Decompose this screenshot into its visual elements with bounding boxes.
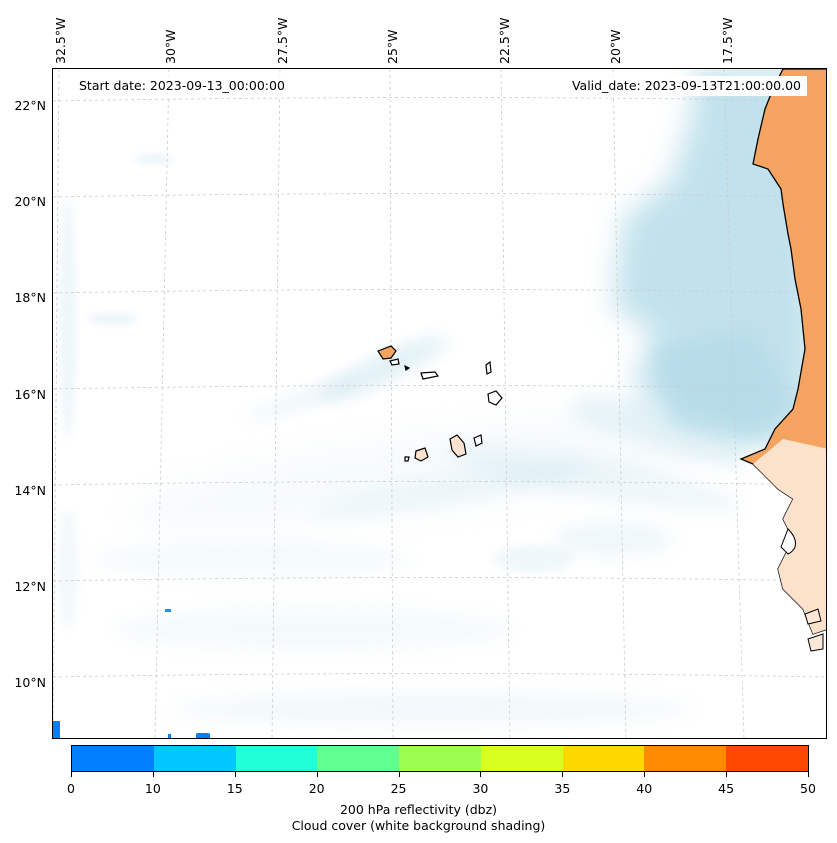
colorbar-tick-label: 45: [718, 781, 735, 796]
colorbar-segment: [644, 746, 727, 771]
lon-label-22-5w: 22.5°W: [497, 17, 512, 64]
colorbar-tick: [808, 772, 809, 777]
lon-label-30w: 30°W: [163, 29, 178, 64]
colorbar-tick-label: 50: [800, 781, 816, 796]
cape-verde-islands: [377, 345, 503, 462]
colorbar-segment: [562, 746, 645, 771]
cloud-cover-layer: [58, 69, 813, 727]
colorbar-tick: [71, 772, 72, 777]
map-panel: [52, 68, 827, 739]
lat-label-10n: 10°N: [14, 675, 46, 690]
start-date-label: Start date: 2023-09-13_00:00:00: [73, 76, 291, 96]
lon-label-17-5w: 17.5°W: [720, 17, 735, 64]
lat-label-16n: 16°N: [14, 387, 46, 402]
reflectivity-colorbar: [71, 745, 809, 772]
colorbar-tick-label: 35: [554, 781, 571, 796]
colorbar-tick: [152, 772, 154, 777]
colorbar-tick: [234, 772, 236, 777]
colorbar-segment: [399, 746, 481, 771]
reflectivity-cells: [53, 609, 210, 738]
colorbar-segment: [726, 746, 809, 771]
lat-label-14n: 14°N: [14, 483, 46, 498]
colorbar-tick-label: 10: [144, 781, 161, 796]
colorbar-tick: [316, 772, 318, 777]
map-canvas: [53, 69, 826, 738]
lat-label-20n: 20°N: [14, 194, 46, 209]
colorbar-tick: [480, 772, 482, 777]
colorbar-segment: [480, 746, 563, 771]
colorbar-segment: [235, 746, 318, 771]
lon-label-20w: 20°W: [608, 29, 623, 64]
colorbar-tick-label: 25: [390, 781, 407, 796]
colorbar-tick-label: 20: [308, 781, 325, 796]
colorbar-tick: [562, 772, 564, 777]
colorbar-tick-label: 40: [636, 781, 653, 796]
lon-label-32-5w: 32.5°W: [53, 17, 68, 64]
africa-landmass: [739, 69, 826, 652]
colorbar-tick: [644, 772, 646, 777]
colorbar-sublabel: Cloud cover (white background shading): [291, 818, 546, 833]
lat-label-22n: 22°N: [14, 98, 46, 113]
lat-label-12n: 12°N: [14, 579, 46, 594]
lon-label-25w: 25°W: [385, 29, 400, 64]
valid-date-label: Valid_date: 2023-09-13T21:00:00.00: [565, 76, 807, 96]
lat-label-18n: 18°N: [14, 290, 46, 305]
colorbar-tick: [726, 772, 728, 777]
colorbar-label: 200 hPa reflectivity (dbz): [339, 802, 498, 817]
colorbar-segment: [317, 746, 400, 771]
colorbar-tick-label: 30: [472, 781, 489, 796]
colorbar-tick-label: 0: [67, 781, 75, 796]
colorbar-segment: [153, 746, 236, 771]
colorbar-segment: [72, 746, 154, 771]
lon-label-27-5w: 27.5°W: [275, 17, 290, 64]
colorbar-tick: [398, 772, 400, 777]
graticule: [53, 69, 826, 738]
colorbar-tick-label: 15: [226, 781, 243, 796]
